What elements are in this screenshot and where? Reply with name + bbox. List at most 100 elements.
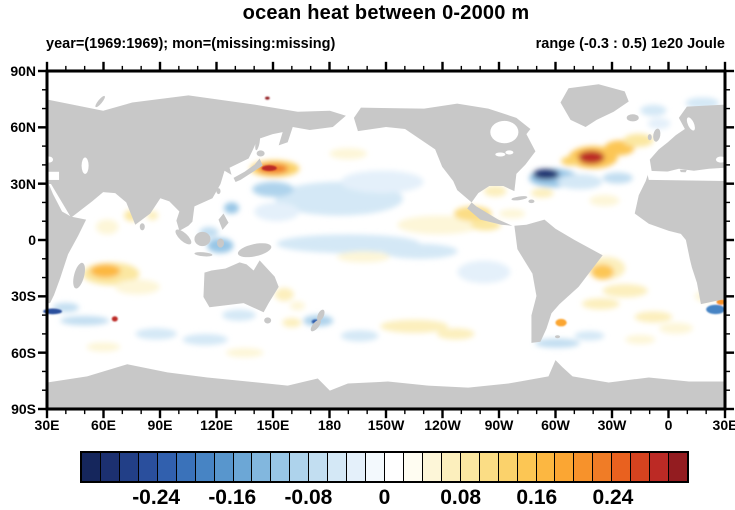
land-ireland [647,134,652,141]
lat-tick-label: 30S [11,288,36,305]
land-nz-north [317,309,325,322]
anomaly-blob [95,219,119,235]
land-iceland [626,114,639,122]
anomaly-blob [114,279,160,295]
colorbar-cell [347,453,367,481]
map-panel [37,61,735,419]
land-greenland [560,84,629,127]
water-caspian [81,157,89,174]
lon-tick-label: 120W [424,417,461,433]
colorbar-cell [271,453,291,481]
colorbar-tick-label: 0 [378,486,391,509]
lon-tick-label: 30E [712,417,735,433]
colorbar-cell [119,453,139,481]
colorbar-tick-label: 0.08 [440,486,482,509]
land-cuba [511,196,528,201]
colorbar-cell [233,453,253,481]
subtitle-right: range (-0.3 : 0.5) 1e20 Joule [535,36,725,52]
land-tasmania [264,317,272,324]
lon-tick-label: 60E [91,417,116,433]
anomaly-blob [222,309,257,321]
anomaly-blob [265,96,270,100]
anomaly-blob [436,328,475,340]
anomaly-blob [634,311,673,323]
colorbar-cell [517,453,537,481]
lon-tick-label: 90E [147,417,173,433]
land-africa-west [634,171,725,305]
subtitle-left: year=(1969:1969); mon=(missing:missing) [46,36,336,52]
land-sakhalin [255,134,261,151]
water-mediterranean-east [47,171,60,180]
lat-tick-label: 60N [10,119,36,136]
land-eurasia [47,95,346,231]
world-map [37,61,735,419]
anomaly-blob [499,209,526,219]
anomaly-blob [111,316,118,322]
anomaly-blob [340,330,379,342]
land-novaya-zemlya [95,95,105,108]
map-frame [45,69,727,411]
anomaly-blob [531,188,554,198]
anomaly-blob [225,348,264,358]
colorbar-cell [612,453,632,481]
anomaly-blob [659,322,694,334]
anomaly-blob [329,148,368,160]
land-antarctica [47,360,725,409]
lon-tick-label: 30E [34,417,60,433]
anomaly-blob [706,304,725,315]
water-mediterranean [646,170,725,181]
anomaly-blob [261,165,277,171]
lon-tick-label: 180 [317,417,342,433]
anomaly-blob [380,319,449,333]
land-borneo [194,231,211,247]
land-australia [203,260,279,313]
anomaly-blob [282,317,302,328]
colorbar-cell [669,453,687,481]
anomaly-blob [135,328,177,340]
colorbar-cell [290,453,310,481]
colorbar-cell [498,453,518,481]
land-taiwan [216,188,221,195]
anomaly-blob [252,181,294,197]
anomaly-blob [561,156,580,166]
lon-tick-label: 120E [200,417,233,433]
colorbar-cell [574,453,594,481]
land-europe [649,104,725,173]
land-africa-east [47,179,87,304]
anomaly-blob [581,298,620,310]
colorbar-cell [631,453,651,481]
lon-tick-label: 90W [484,417,514,433]
anomaly-blob [274,287,294,302]
colorbar-tick-label: -0.08 [284,486,333,509]
land-falklands [554,335,561,339]
colorbar-tick-label: 0.16 [516,486,558,509]
lat-tick-label: 60S [11,344,36,361]
land-south-america [514,219,603,343]
colorbar-cell [460,453,480,481]
colorbar-cell [252,453,272,481]
anomaly-blob [625,334,656,345]
colorbar-cell [82,453,101,481]
lat-tick-label: 90N [10,63,36,79]
water-baltic [686,117,695,131]
anomaly-blob [276,234,420,254]
land-hokkaido [256,150,265,157]
colorbar-cell [138,453,158,481]
land-java [194,252,213,257]
anomaly-blob [555,318,567,327]
anomaly-blob [337,251,390,263]
plot-title: ocean heat between 0-2000 m [242,2,530,24]
anomaly-blob [457,260,511,284]
anomaly-blob [647,117,671,130]
land-britain [653,128,661,142]
lon-tick-label: 150E [256,417,290,433]
land-hispaniola [528,199,535,204]
colorbar-cell [100,453,120,481]
anomaly-blob [60,316,110,326]
anomaly-blob [602,284,648,298]
land-japan [233,158,263,182]
land-madagascar [73,262,85,289]
land-sulawesi [217,238,225,248]
anomaly-blob [382,243,458,259]
colorbar-cell [479,453,499,481]
